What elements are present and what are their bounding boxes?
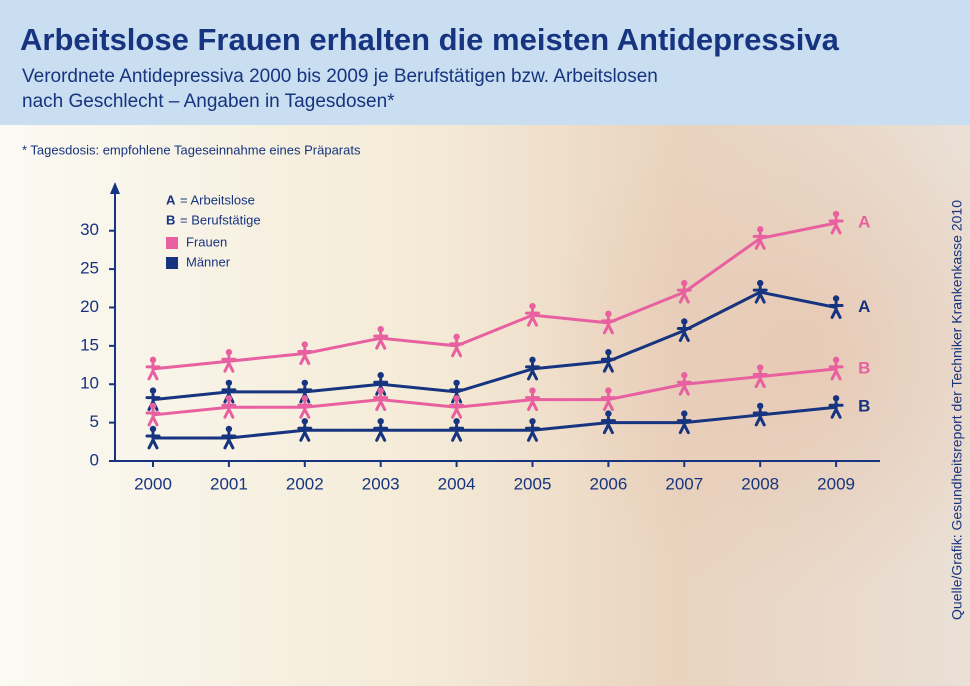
marker-head — [529, 387, 535, 393]
legend-swatch — [166, 257, 178, 269]
series-end-label: B — [858, 397, 870, 416]
legend-text: = Berufstätige — [180, 212, 261, 227]
marker-head — [757, 226, 763, 232]
marker-head — [302, 418, 308, 424]
x-tick-label: 2006 — [589, 474, 627, 493]
x-tick-label: 2005 — [514, 474, 552, 493]
marker-head — [378, 418, 384, 424]
legend-text: = Arbeitslose — [180, 192, 255, 207]
marker-head — [681, 410, 687, 416]
legend-key: A — [166, 192, 176, 207]
marker-head — [605, 387, 611, 393]
source: Quelle/Grafik: Gesundheitsreport der Tec… — [949, 200, 965, 620]
marker-head — [150, 387, 156, 393]
marker-head — [150, 357, 156, 363]
x-tick-label: 2002 — [286, 474, 324, 493]
x-tick-label: 2009 — [817, 474, 855, 493]
marker-head — [453, 334, 459, 340]
chart-title: Arbeitslose Frauen erhalten die meisten … — [20, 22, 840, 57]
marker-head — [226, 380, 232, 386]
series-end-label: A — [858, 213, 870, 232]
marker-head — [302, 341, 308, 347]
y-tick-label: 15 — [80, 335, 99, 354]
marker-head — [529, 357, 535, 363]
footnote: * Tagesdosis: empfohlene Tageseinnahme e… — [22, 142, 361, 157]
marker-head — [681, 372, 687, 378]
marker-head — [757, 280, 763, 286]
marker-head — [833, 211, 839, 217]
subtitle: nach Geschlecht – Angaben in Tagesdosen* — [22, 91, 395, 112]
marker-head — [302, 380, 308, 386]
x-tick-label: 2007 — [665, 474, 703, 493]
x-tick-label: 2001 — [210, 474, 248, 493]
marker-head — [378, 387, 384, 393]
legend-label: Frauen — [186, 234, 227, 249]
marker-head — [605, 410, 611, 416]
marker-head — [757, 364, 763, 370]
legend-swatch — [166, 237, 178, 249]
marker-head — [605, 349, 611, 355]
marker-head — [150, 403, 156, 409]
marker-head — [378, 326, 384, 332]
marker-head — [681, 280, 687, 286]
marker-head — [833, 395, 839, 401]
marker-head — [453, 395, 459, 401]
marker-head — [226, 395, 232, 401]
y-tick-label: 30 — [80, 220, 99, 239]
y-tick-label: 5 — [90, 412, 99, 431]
x-tick-label: 2000 — [134, 474, 172, 493]
marker-head — [529, 303, 535, 309]
page: Arbeitslose Frauen erhalten die meisten … — [0, 0, 970, 686]
y-tick-label: 20 — [80, 297, 99, 316]
marker-head — [302, 395, 308, 401]
chart: Arbeitslose Frauen erhalten die meisten … — [0, 0, 970, 686]
legend-label: Männer — [186, 254, 231, 269]
series-end-label: B — [858, 358, 870, 377]
subtitle: Verordnete Antidepressiva 2000 bis 2009 … — [22, 66, 658, 87]
marker-head — [226, 426, 232, 432]
marker-head — [529, 418, 535, 424]
x-tick-label: 2008 — [741, 474, 779, 493]
marker-head — [605, 311, 611, 317]
marker-head — [757, 403, 763, 409]
series-end-label: A — [858, 297, 870, 316]
marker-head — [453, 380, 459, 386]
marker-head — [150, 426, 156, 432]
marker-head — [378, 372, 384, 378]
y-tick-label: 10 — [80, 374, 99, 393]
marker-head — [833, 357, 839, 363]
marker-head — [681, 318, 687, 324]
marker-head — [226, 349, 232, 355]
x-tick-label: 2003 — [362, 474, 400, 493]
y-tick-label: 25 — [80, 259, 99, 278]
legend-key: B — [166, 212, 175, 227]
y-tick-label: 0 — [90, 450, 99, 469]
x-tick-label: 2004 — [438, 474, 476, 493]
marker-head — [833, 295, 839, 301]
marker-head — [453, 418, 459, 424]
